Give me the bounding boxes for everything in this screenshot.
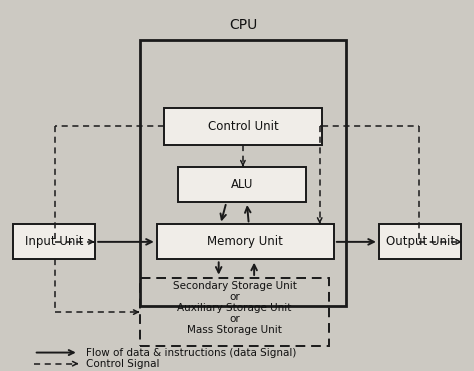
Text: Mass Storage Unit: Mass Storage Unit xyxy=(187,325,282,335)
Text: Control Signal: Control Signal xyxy=(86,359,159,369)
Bar xyxy=(140,39,346,306)
Bar xyxy=(178,167,306,202)
Text: Input Unit: Input Unit xyxy=(25,235,83,248)
Bar xyxy=(156,224,334,259)
Text: Auxiliary Storage Unit: Auxiliary Storage Unit xyxy=(177,303,292,313)
Bar xyxy=(379,224,462,259)
Text: CPU: CPU xyxy=(229,18,257,32)
Text: Output Unit: Output Unit xyxy=(385,235,455,248)
Text: or: or xyxy=(229,292,240,302)
Text: Memory Unit: Memory Unit xyxy=(207,235,283,248)
Text: Secondary Storage Unit: Secondary Storage Unit xyxy=(173,281,297,291)
Text: Flow of data & instructions (data Signal): Flow of data & instructions (data Signal… xyxy=(86,348,296,358)
Text: ALU: ALU xyxy=(230,178,253,191)
Bar xyxy=(12,224,95,259)
Text: Control Unit: Control Unit xyxy=(208,120,278,133)
Bar xyxy=(164,108,322,145)
Bar xyxy=(140,278,329,346)
Text: or: or xyxy=(229,314,240,324)
